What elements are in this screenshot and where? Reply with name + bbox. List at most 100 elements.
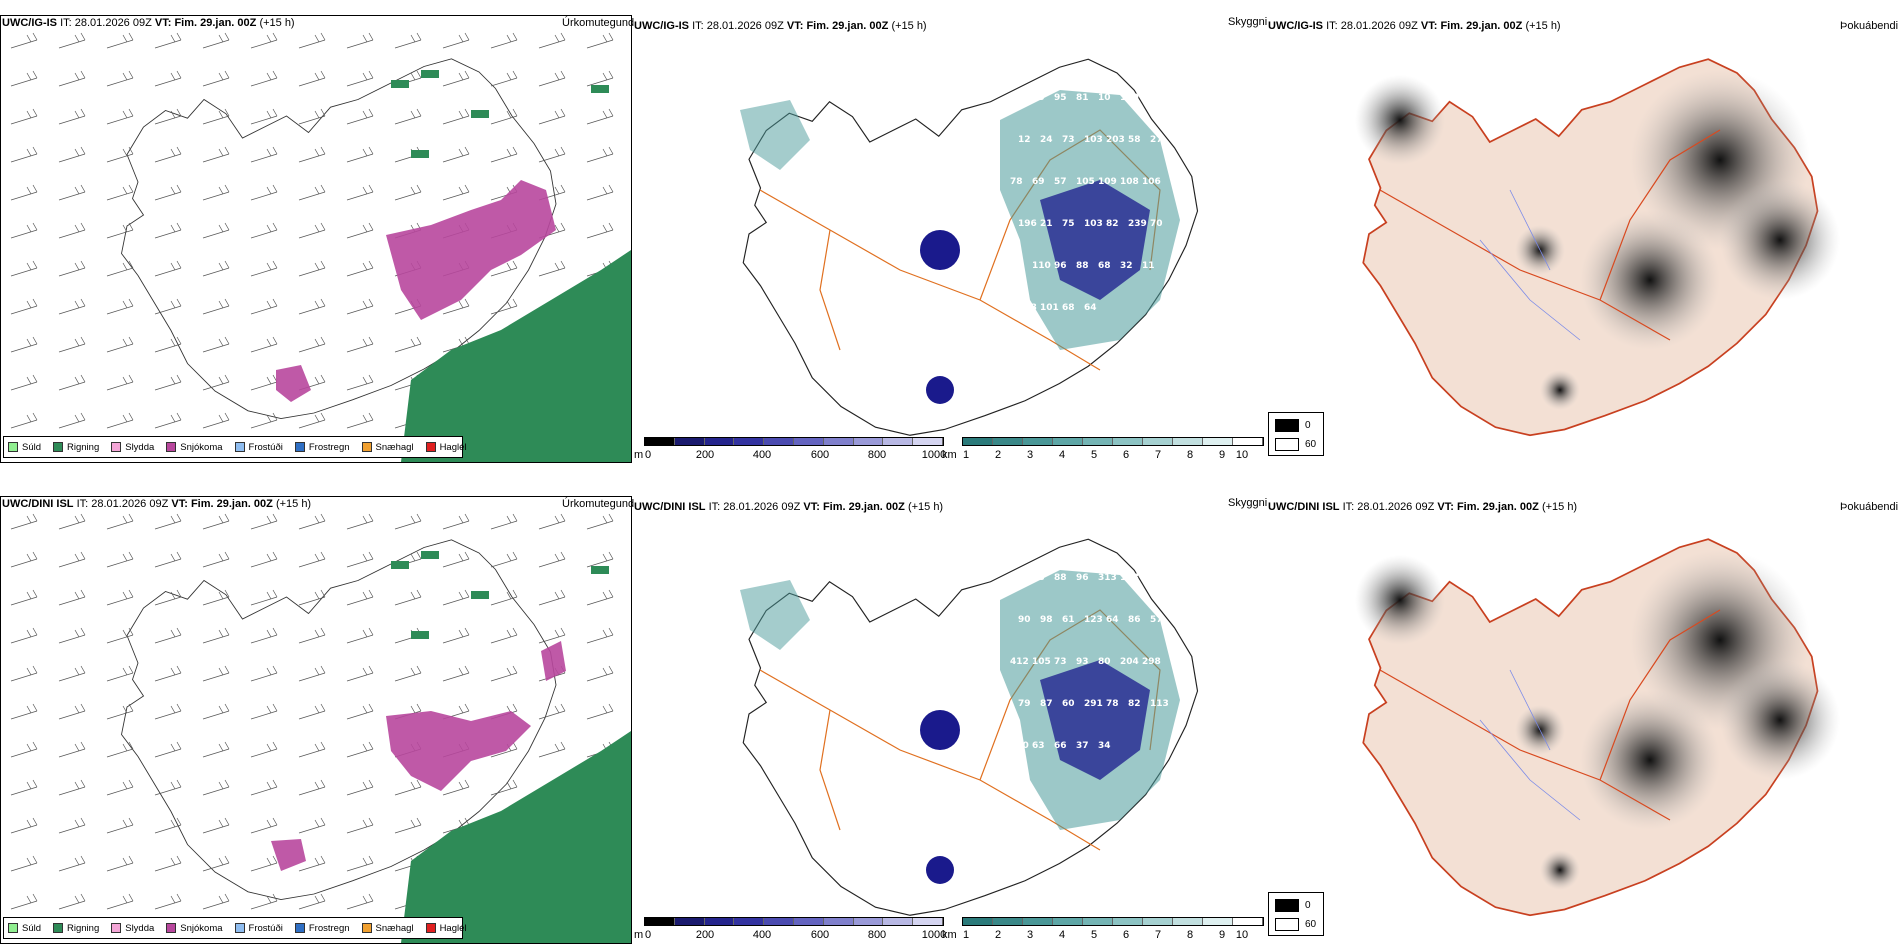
cloud-base-label: 58 bbox=[1032, 573, 1045, 583]
rain-cell bbox=[391, 561, 409, 569]
wind-barb bbox=[58, 108, 86, 125]
wind-barb bbox=[202, 32, 230, 49]
wind-barb bbox=[106, 412, 134, 429]
wind-barb bbox=[250, 817, 278, 834]
wind-barb bbox=[394, 32, 422, 49]
wind-barb bbox=[202, 665, 230, 682]
wind-barb bbox=[154, 627, 182, 644]
cloud-base-label: 69 bbox=[1032, 177, 1045, 187]
legend-item: Slydda bbox=[111, 923, 154, 934]
wind-barb bbox=[490, 779, 518, 796]
legend-swatch bbox=[166, 923, 177, 933]
wind-barb bbox=[346, 893, 374, 910]
fog-area bbox=[1580, 210, 1720, 350]
wind-barb bbox=[298, 32, 326, 49]
wind-barb bbox=[58, 336, 86, 353]
rain-area bbox=[401, 731, 631, 943]
fog-area bbox=[1355, 555, 1445, 645]
wind-barb bbox=[298, 893, 326, 910]
wind-barb bbox=[586, 665, 614, 682]
wind-barb bbox=[442, 779, 470, 796]
cloud-base-label: 239 bbox=[1128, 219, 1147, 229]
cloud-cell bbox=[926, 856, 954, 884]
wind-barb bbox=[58, 817, 86, 834]
wind-barb bbox=[346, 222, 374, 239]
wind-barb bbox=[106, 627, 134, 644]
header-fog-2: UWC/DINI ISL IT: 28.01.2026 09Z VT: Fim.… bbox=[1268, 501, 1578, 513]
wind-barb bbox=[106, 665, 134, 682]
wind-barb bbox=[106, 298, 134, 315]
precip-title-1: Úrkomutegund bbox=[562, 17, 635, 29]
wind-barb bbox=[538, 108, 566, 125]
wind-barb bbox=[250, 412, 278, 429]
legend-label: Súld bbox=[22, 922, 42, 934]
legend-swatch bbox=[111, 923, 122, 933]
wind-barb bbox=[586, 184, 614, 201]
iceland-outline bbox=[121, 539, 557, 900]
wind-barb bbox=[442, 551, 470, 568]
wind-barb bbox=[538, 741, 566, 758]
wind-barb bbox=[106, 260, 134, 277]
rain-cell bbox=[591, 566, 609, 574]
fog-area bbox=[1720, 180, 1840, 300]
wind-barb bbox=[10, 665, 38, 682]
legend-label: Snæhagl bbox=[375, 922, 414, 934]
height-tick: 0 bbox=[644, 929, 652, 941]
legend-label: Frostregn bbox=[308, 922, 350, 934]
legend-swatch bbox=[111, 442, 122, 452]
wind-barb bbox=[442, 665, 470, 682]
wind-barb bbox=[154, 665, 182, 682]
wind-barb bbox=[10, 70, 38, 87]
wind-barb bbox=[154, 513, 182, 530]
vis-tick: 7 bbox=[1154, 449, 1162, 461]
wind-barb bbox=[586, 70, 614, 87]
cloud-base-label: 27 bbox=[1150, 135, 1163, 145]
vis-tick: 4 bbox=[1058, 449, 1066, 461]
legend-item: Haglél bbox=[425, 922, 467, 934]
wind-barb bbox=[58, 703, 86, 720]
wind-barb bbox=[490, 146, 518, 163]
cloud-area-west bbox=[740, 100, 810, 170]
cloud-base-label: 82 bbox=[1128, 699, 1141, 709]
cloud-base-label: 118 bbox=[1120, 573, 1139, 583]
precip-map-frame-2 bbox=[0, 496, 632, 944]
height-unit: m bbox=[634, 449, 644, 461]
vis-tick: 9 bbox=[1218, 449, 1226, 461]
wind-barb bbox=[346, 741, 374, 758]
wind-barb bbox=[154, 741, 182, 758]
legend-swatch bbox=[294, 923, 305, 933]
wind-barb bbox=[346, 412, 374, 429]
wind-barb bbox=[394, 589, 422, 606]
vis-tick: 3 bbox=[1026, 929, 1034, 941]
precip-map-2 bbox=[10, 513, 631, 943]
cloud-base-label: 58 bbox=[1128, 135, 1141, 145]
height-tick: 200 bbox=[695, 449, 715, 461]
legend-item: Snjókoma bbox=[166, 442, 223, 453]
wind-barb bbox=[202, 589, 230, 606]
wind-barb bbox=[442, 627, 470, 644]
wind-barb bbox=[58, 893, 86, 910]
fog-legend-low: 60 bbox=[1305, 439, 1317, 450]
wind-barb bbox=[250, 551, 278, 568]
vis-tick: 6 bbox=[1122, 449, 1130, 461]
fog-area bbox=[1355, 75, 1445, 165]
legend-item: Súld bbox=[8, 923, 41, 934]
legend-swatch bbox=[8, 442, 18, 452]
cloud-cell bbox=[926, 376, 954, 404]
cloud-base-label: 10 bbox=[1098, 93, 1111, 103]
wind-barb bbox=[154, 893, 182, 910]
wind-barb bbox=[202, 374, 230, 391]
cloud-base-label: 102 bbox=[1010, 573, 1029, 583]
wind-barb bbox=[154, 551, 182, 568]
wind-barb bbox=[250, 70, 278, 87]
wind-barb bbox=[154, 374, 182, 391]
legend-swatch bbox=[361, 923, 372, 933]
wind-barb bbox=[202, 551, 230, 568]
legend-label: Haglél bbox=[439, 922, 467, 934]
vis-tick: 2 bbox=[994, 449, 1002, 461]
cloud-base-label: 12 bbox=[1018, 135, 1031, 145]
precip-map-1 bbox=[10, 32, 631, 462]
cloud-base-area bbox=[1040, 180, 1150, 300]
cloud-base-label: 93 bbox=[1076, 657, 1089, 667]
cloud-title-1: Skyggni bbox=[1228, 16, 1268, 28]
